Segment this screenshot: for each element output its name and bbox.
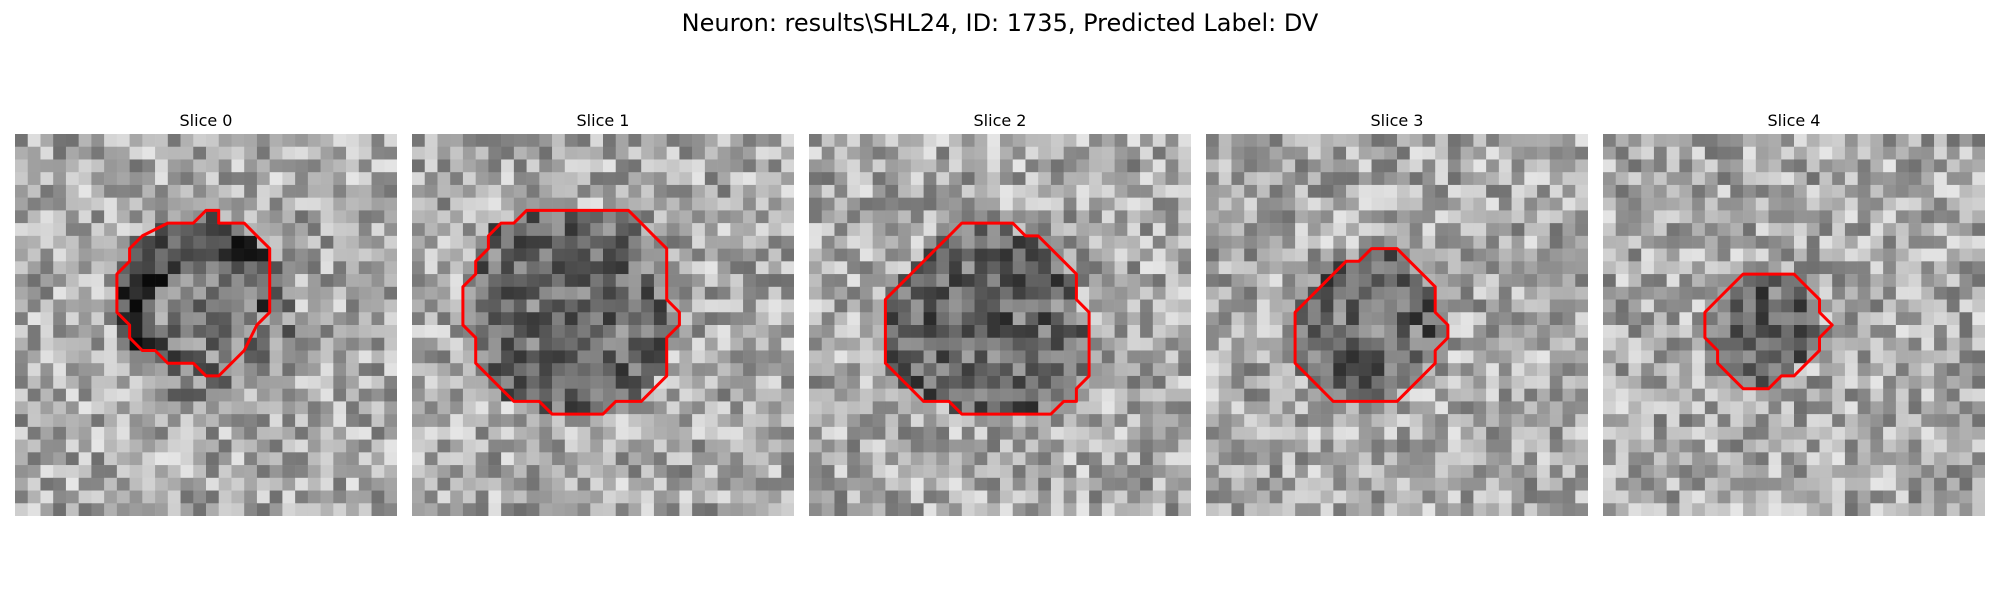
slice-title: Slice 2 [973,111,1027,130]
grayscale-pixels [809,134,1191,516]
roi-contour [461,208,681,416]
roi-contour [1293,247,1450,403]
slice-panel: Slice 3 [1206,108,1588,516]
slice-image [809,134,1191,516]
slice-panel: Slice 1 [412,108,794,516]
roi-contour [1703,272,1834,391]
grayscale-pixels [15,134,397,516]
slice-title: Slice 3 [1370,111,1424,130]
figure-title: Neuron: results\SHL24, ID: 1735, Predict… [681,9,1319,37]
slice-panel: Slice 0 [15,108,397,516]
slice-image [1206,134,1588,516]
grayscale-pixels [412,134,794,516]
slice-image [1603,134,1985,516]
slice-title: Slice 1 [576,111,630,130]
roi-contour [115,208,272,378]
slice-image [15,134,397,516]
roi-contour [883,221,1091,416]
slice-panel: Slice 2 [809,108,1191,516]
slice-panel: Slice 4 [1603,108,1985,516]
slice-title: Slice 0 [179,111,233,130]
grayscale-pixels [1206,134,1588,516]
slice-title: Slice 4 [1767,111,1821,130]
grayscale-pixels [1603,134,1985,516]
slice-image [412,134,794,516]
